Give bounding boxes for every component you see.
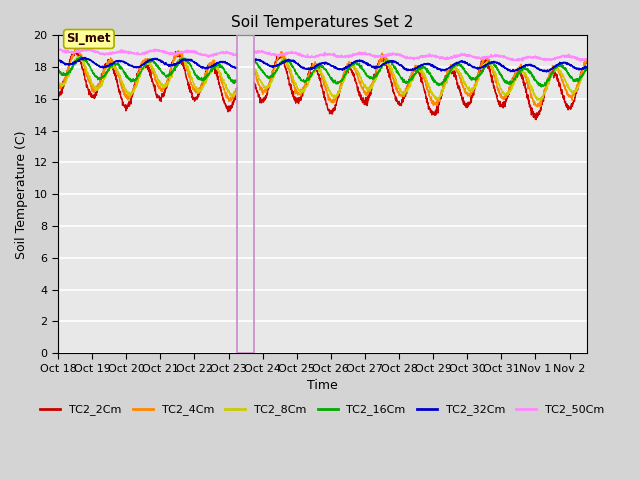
Line: TC2_50Cm: TC2_50Cm <box>58 49 587 61</box>
TC2_2Cm <box>54 93 62 99</box>
TC2_16Cm <box>502 79 509 84</box>
TC2_2Cm <box>502 99 509 105</box>
TC2_8Cm <box>583 64 591 70</box>
TC2_4Cm <box>85 77 93 83</box>
TC2_50Cm <box>401 56 409 61</box>
TC2_2Cm <box>385 74 393 80</box>
TC2_4Cm <box>583 57 591 63</box>
TC2_16Cm <box>326 72 333 78</box>
Line: TC2_8Cm: TC2_8Cm <box>58 57 587 100</box>
TC2_16Cm <box>85 61 93 67</box>
TC2_2Cm <box>326 107 333 113</box>
TC2_8Cm <box>502 92 509 97</box>
TC2_4Cm <box>564 93 572 98</box>
TC2_16Cm <box>385 58 393 63</box>
Text: SI_met: SI_met <box>67 33 111 46</box>
TC2_32Cm <box>401 66 409 72</box>
TC2_4Cm <box>385 62 393 68</box>
Line: TC2_4Cm: TC2_4Cm <box>58 50 587 107</box>
TC2_4Cm <box>326 97 333 103</box>
TC2_4Cm <box>54 83 62 89</box>
TC2_2Cm <box>401 94 409 99</box>
TC2_8Cm <box>85 73 93 79</box>
TC2_8Cm <box>54 80 62 85</box>
TC2_50Cm <box>564 54 572 60</box>
TC2_32Cm <box>54 56 62 62</box>
X-axis label: Time: Time <box>307 379 338 392</box>
TC2_50Cm <box>85 47 93 53</box>
TC2_32Cm <box>502 66 509 72</box>
TC2_4Cm <box>502 94 509 99</box>
TC2_16Cm <box>583 67 591 73</box>
TC2_16Cm <box>564 70 572 75</box>
TC2_50Cm <box>54 46 62 52</box>
TC2_8Cm <box>385 63 393 69</box>
TC2_2Cm <box>564 103 572 108</box>
Bar <box>237 36 254 353</box>
TC2_4Cm <box>401 86 409 92</box>
Line: TC2_2Cm: TC2_2Cm <box>58 50 587 120</box>
Legend: TC2_2Cm, TC2_4Cm, TC2_8Cm, TC2_16Cm, TC2_32Cm, TC2_50Cm: TC2_2Cm, TC2_4Cm, TC2_8Cm, TC2_16Cm, TC2… <box>36 400 609 420</box>
Title: Soil Temperatures Set 2: Soil Temperatures Set 2 <box>231 15 413 30</box>
Y-axis label: Soil Temperature (C): Soil Temperature (C) <box>15 130 28 259</box>
TC2_50Cm <box>583 56 591 61</box>
TC2_2Cm <box>85 92 93 97</box>
TC2_32Cm <box>326 61 333 67</box>
TC2_50Cm <box>502 55 509 61</box>
TC2_8Cm <box>326 88 333 94</box>
TC2_2Cm <box>583 60 591 66</box>
Line: TC2_32Cm: TC2_32Cm <box>58 58 587 72</box>
TC2_8Cm <box>401 91 409 96</box>
TC2_50Cm <box>385 51 393 57</box>
TC2_32Cm <box>385 60 393 65</box>
TC2_16Cm <box>54 67 62 73</box>
TC2_50Cm <box>326 52 333 58</box>
TC2_32Cm <box>564 61 572 67</box>
TC2_32Cm <box>85 57 93 62</box>
TC2_16Cm <box>401 79 409 84</box>
Line: TC2_16Cm: TC2_16Cm <box>58 56 587 87</box>
TC2_8Cm <box>564 84 572 90</box>
TC2_32Cm <box>583 64 591 70</box>
